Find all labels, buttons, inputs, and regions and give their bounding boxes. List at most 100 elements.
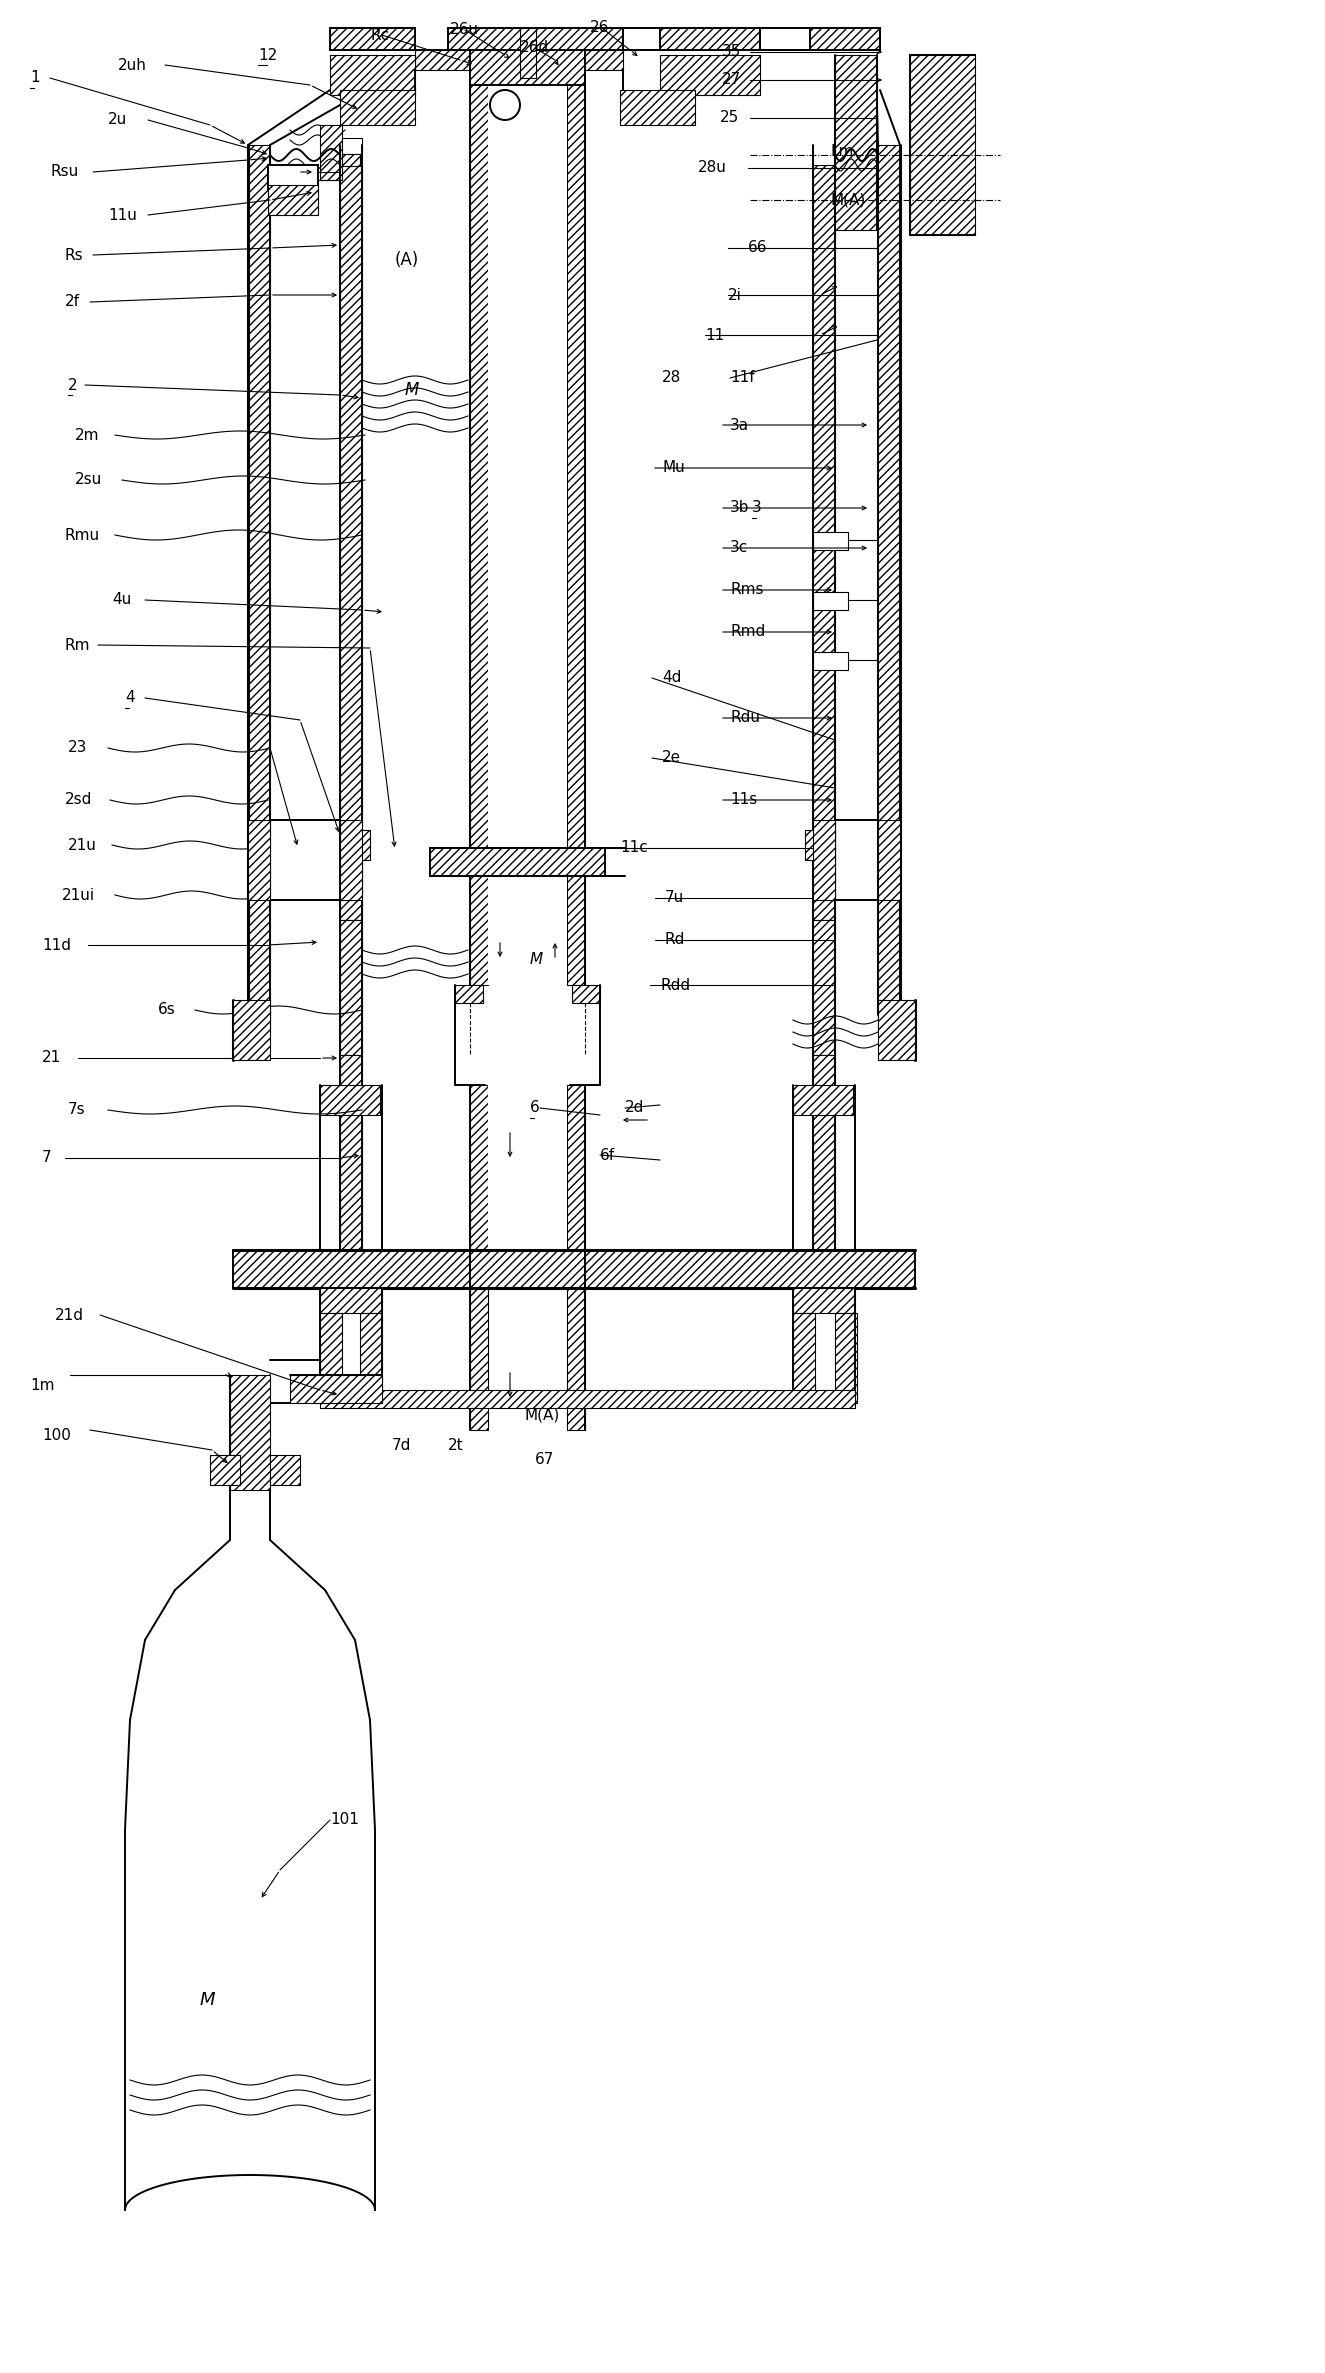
Bar [248, 821, 270, 899]
Bar [910, 55, 975, 235]
Bar [572, 985, 600, 1004]
Bar [470, 85, 488, 985]
Text: 2u: 2u [109, 112, 127, 128]
Text: 28u: 28u [698, 161, 727, 176]
Text: 2: 2 [68, 377, 78, 392]
Text: 101: 101 [330, 1813, 359, 1827]
Bar [233, 1251, 916, 1289]
Text: 4: 4 [125, 691, 135, 705]
Bar [330, 55, 415, 95]
Bar [470, 1084, 488, 1251]
Text: Rs: Rs [65, 247, 83, 263]
Text: 3: 3 [753, 501, 762, 515]
Bar [878, 145, 900, 1016]
Bar [519, 28, 537, 78]
Text: Rd: Rd [665, 933, 685, 947]
Bar [567, 1084, 586, 1251]
Text: 26: 26 [590, 21, 610, 36]
Text: M(A): M(A) [525, 1407, 560, 1421]
Bar [910, 55, 975, 235]
Bar [341, 166, 362, 921]
Text: 28: 28 [662, 370, 681, 384]
Bar [321, 126, 342, 180]
Text: 2m: 2m [76, 427, 99, 441]
Text: 2sd: 2sd [65, 793, 93, 807]
Text: 6f: 6f [600, 1149, 615, 1163]
Bar [330, 28, 415, 50]
Text: 2e: 2e [662, 750, 681, 766]
Bar [341, 1056, 362, 1251]
Text: Rsu: Rsu [50, 164, 78, 180]
Text: 4d: 4d [662, 672, 681, 686]
Text: 66: 66 [749, 240, 767, 256]
Text: 2d: 2d [625, 1101, 644, 1115]
Bar [342, 154, 360, 166]
Text: 6s: 6s [158, 1001, 176, 1018]
Bar [290, 1374, 382, 1402]
Text: M: M [200, 1991, 216, 2010]
Bar [814, 921, 835, 1056]
Text: 21: 21 [42, 1051, 61, 1065]
Bar [835, 55, 877, 230]
Bar [341, 821, 362, 899]
Text: M: M [405, 382, 420, 399]
Bar [360, 1312, 382, 1402]
Bar [878, 999, 916, 1061]
Text: 11: 11 [705, 327, 725, 342]
Bar [792, 1084, 853, 1115]
Circle shape [490, 90, 519, 121]
Bar [810, 28, 880, 50]
Bar [660, 28, 761, 50]
Text: Rm: Rm [65, 638, 90, 653]
Bar [448, 28, 623, 50]
Text: 21u: 21u [68, 838, 97, 852]
Bar [660, 55, 761, 95]
Bar [470, 1251, 488, 1431]
Bar [233, 999, 270, 1061]
Text: 7: 7 [42, 1151, 52, 1165]
Bar [814, 166, 835, 921]
Text: 2uh: 2uh [118, 57, 147, 74]
Bar [231, 1374, 270, 1490]
Text: 3b: 3b [730, 501, 750, 515]
Bar [814, 1056, 835, 1251]
Bar [341, 90, 415, 126]
Bar [341, 921, 362, 1056]
Bar [814, 653, 848, 669]
Text: 11s: 11s [730, 793, 758, 807]
Text: 26d: 26d [519, 40, 549, 55]
Bar [835, 1312, 857, 1402]
Text: 12: 12 [258, 47, 277, 62]
Text: 4u: 4u [113, 593, 131, 607]
Text: 26u: 26u [451, 21, 480, 38]
Bar [470, 50, 586, 85]
Bar [792, 1312, 815, 1402]
Bar [431, 847, 606, 876]
Text: 21d: 21d [56, 1308, 83, 1322]
Text: 23: 23 [68, 740, 87, 755]
Bar [268, 166, 318, 190]
Text: Lm: Lm [829, 145, 853, 159]
Bar [488, 85, 567, 985]
Text: Rmd: Rmd [730, 624, 766, 638]
Text: 21ui: 21ui [62, 888, 95, 902]
Bar [342, 138, 362, 154]
Text: 3c: 3c [730, 541, 749, 555]
Text: Rdu: Rdu [730, 710, 761, 726]
Text: M: M [530, 952, 543, 968]
Bar [620, 90, 696, 126]
Text: 1: 1 [30, 71, 40, 85]
Bar [321, 1391, 855, 1407]
Text: 1m: 1m [30, 1376, 54, 1393]
Text: 7s: 7s [68, 1103, 86, 1118]
Bar [415, 50, 623, 69]
Text: 27: 27 [722, 74, 741, 88]
Text: M(A): M(A) [829, 192, 865, 206]
Text: Rmu: Rmu [65, 527, 101, 543]
Text: Rdd: Rdd [660, 978, 690, 992]
Bar [488, 1084, 567, 1251]
Bar [567, 85, 586, 985]
Text: 11u: 11u [109, 206, 136, 223]
Text: 2t: 2t [448, 1438, 464, 1452]
Bar [321, 1084, 380, 1115]
